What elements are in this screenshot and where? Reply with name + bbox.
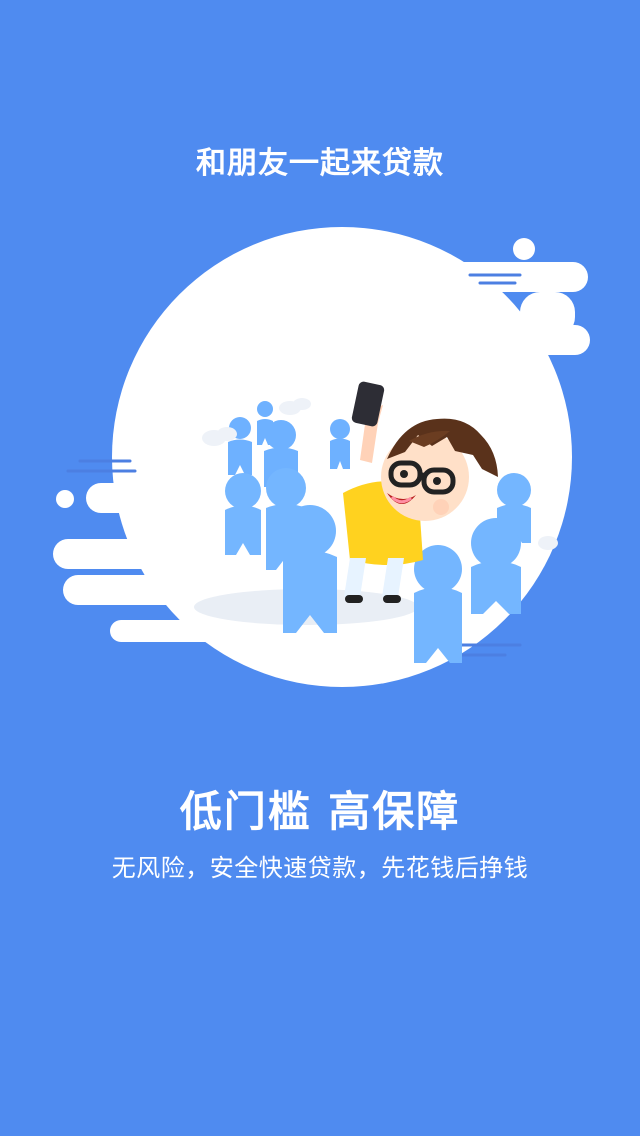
small-clouds: [202, 398, 558, 550]
decorative-dots: [56, 238, 535, 566]
crowd-selfie-illustration: [53, 227, 590, 687]
top-title: 和朋友一起来贷款: [196, 146, 444, 181]
crowd-front: [225, 468, 531, 663]
subline: 无风险，安全快速贷款，先花钱后挣钱: [111, 854, 529, 882]
crowd-back: [228, 401, 350, 487]
selfie-character: [343, 381, 498, 603]
headline: 低门槛 高保障: [179, 787, 461, 836]
